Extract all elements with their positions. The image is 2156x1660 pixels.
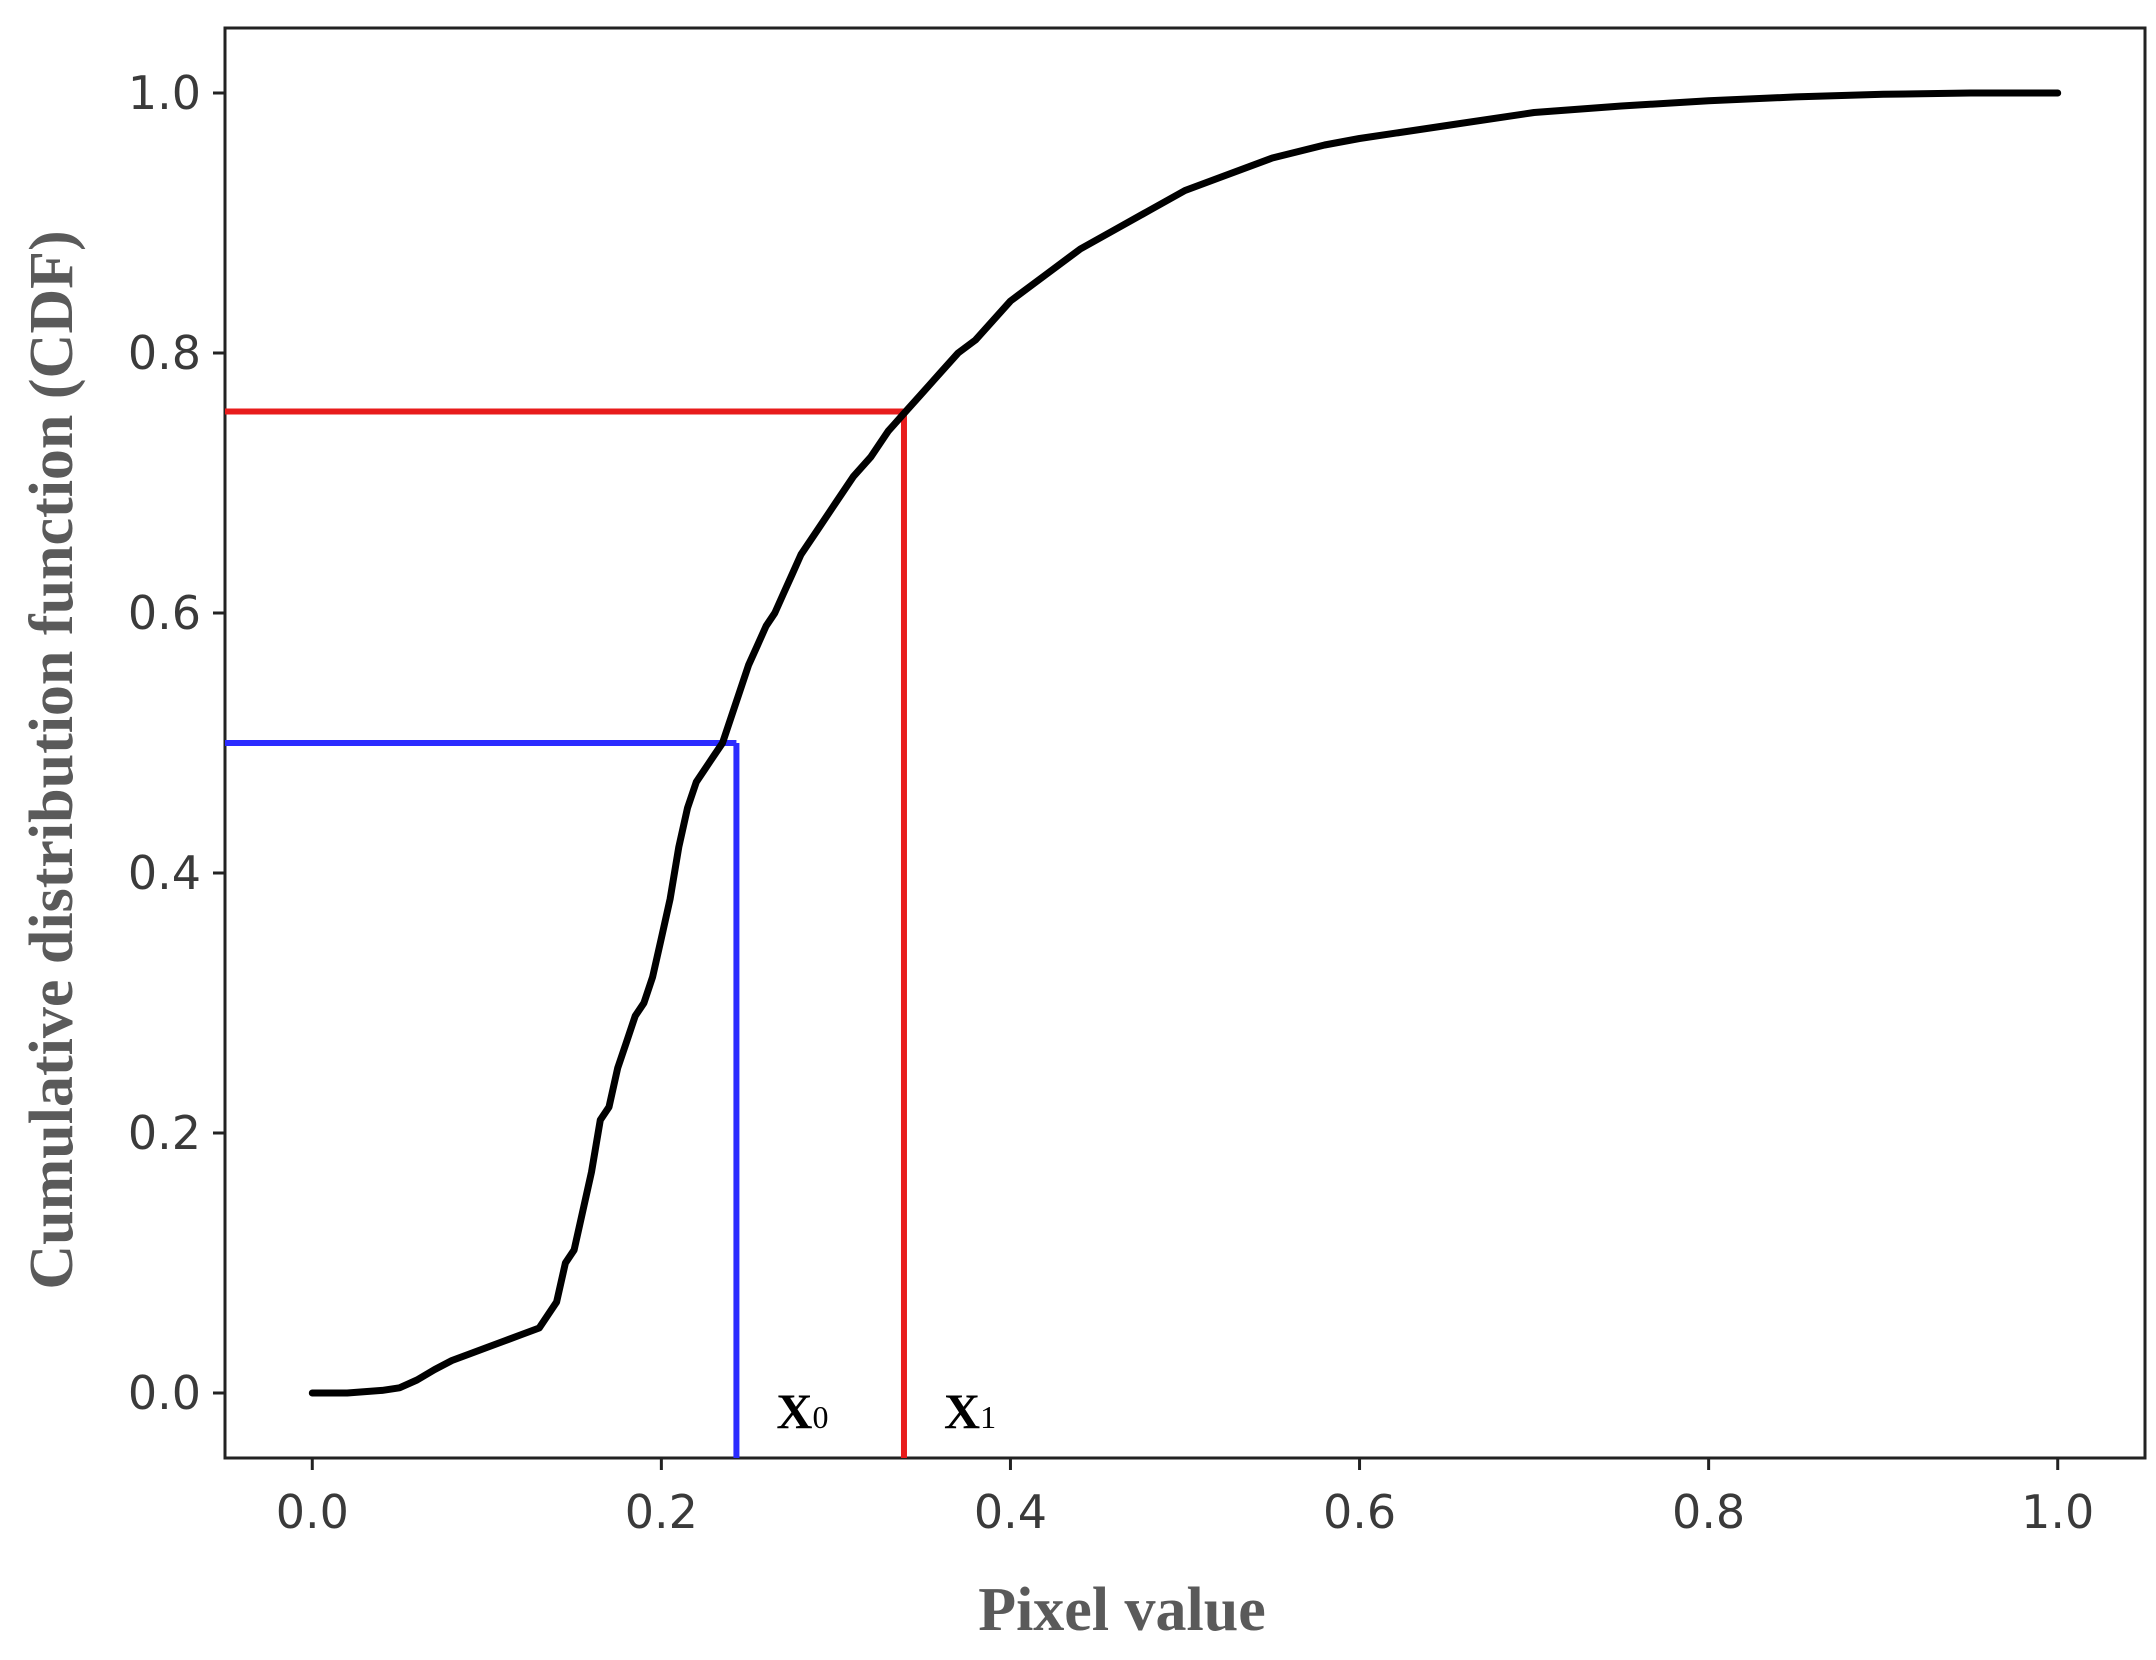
x-axis-title: Pixel value xyxy=(978,1576,1266,1644)
x-tick-label: 0.4 xyxy=(974,1485,1047,1539)
reference-annotations: X0 X1 xyxy=(776,1383,996,1439)
y-tick-label: 0.4 xyxy=(128,846,201,900)
reference-label-0: X0 xyxy=(776,1383,828,1439)
reference-label-subscript: 0 xyxy=(813,1399,829,1435)
x-axis-ticks: 0.0 0.2 0.4 0.6 0.8 1.0 xyxy=(276,1458,2094,1539)
x-tick-label: 0.0 xyxy=(276,1485,349,1539)
reference-label-main: X xyxy=(944,1383,980,1439)
x-tick-label: 0.6 xyxy=(1323,1485,1396,1539)
x-tick-label: 0.2 xyxy=(625,1485,698,1539)
y-tick-label: 0.8 xyxy=(128,326,201,380)
y-tick-label: 1.0 xyxy=(128,66,201,120)
y-axis-title: Cumulative distribution function (CDF) xyxy=(18,230,86,1289)
reference-label-subscript: 1 xyxy=(980,1399,996,1435)
reference-label-1: X1 xyxy=(944,1383,996,1439)
reference-lines xyxy=(225,408,907,1458)
cdf-series-line xyxy=(308,89,2062,1397)
y-tick-label: 0.2 xyxy=(128,1106,201,1160)
x-tick-label: 0.8 xyxy=(1672,1485,1745,1539)
x-tick-label: 1.0 xyxy=(2021,1485,2094,1539)
reference-label-main: X xyxy=(776,1383,812,1439)
y-tick-label: 0.0 xyxy=(128,1366,201,1420)
y-tick-label: 0.6 xyxy=(128,586,201,640)
y-axis-ticks: 0.0 0.2 0.4 0.6 0.8 1.0 xyxy=(128,66,225,1420)
